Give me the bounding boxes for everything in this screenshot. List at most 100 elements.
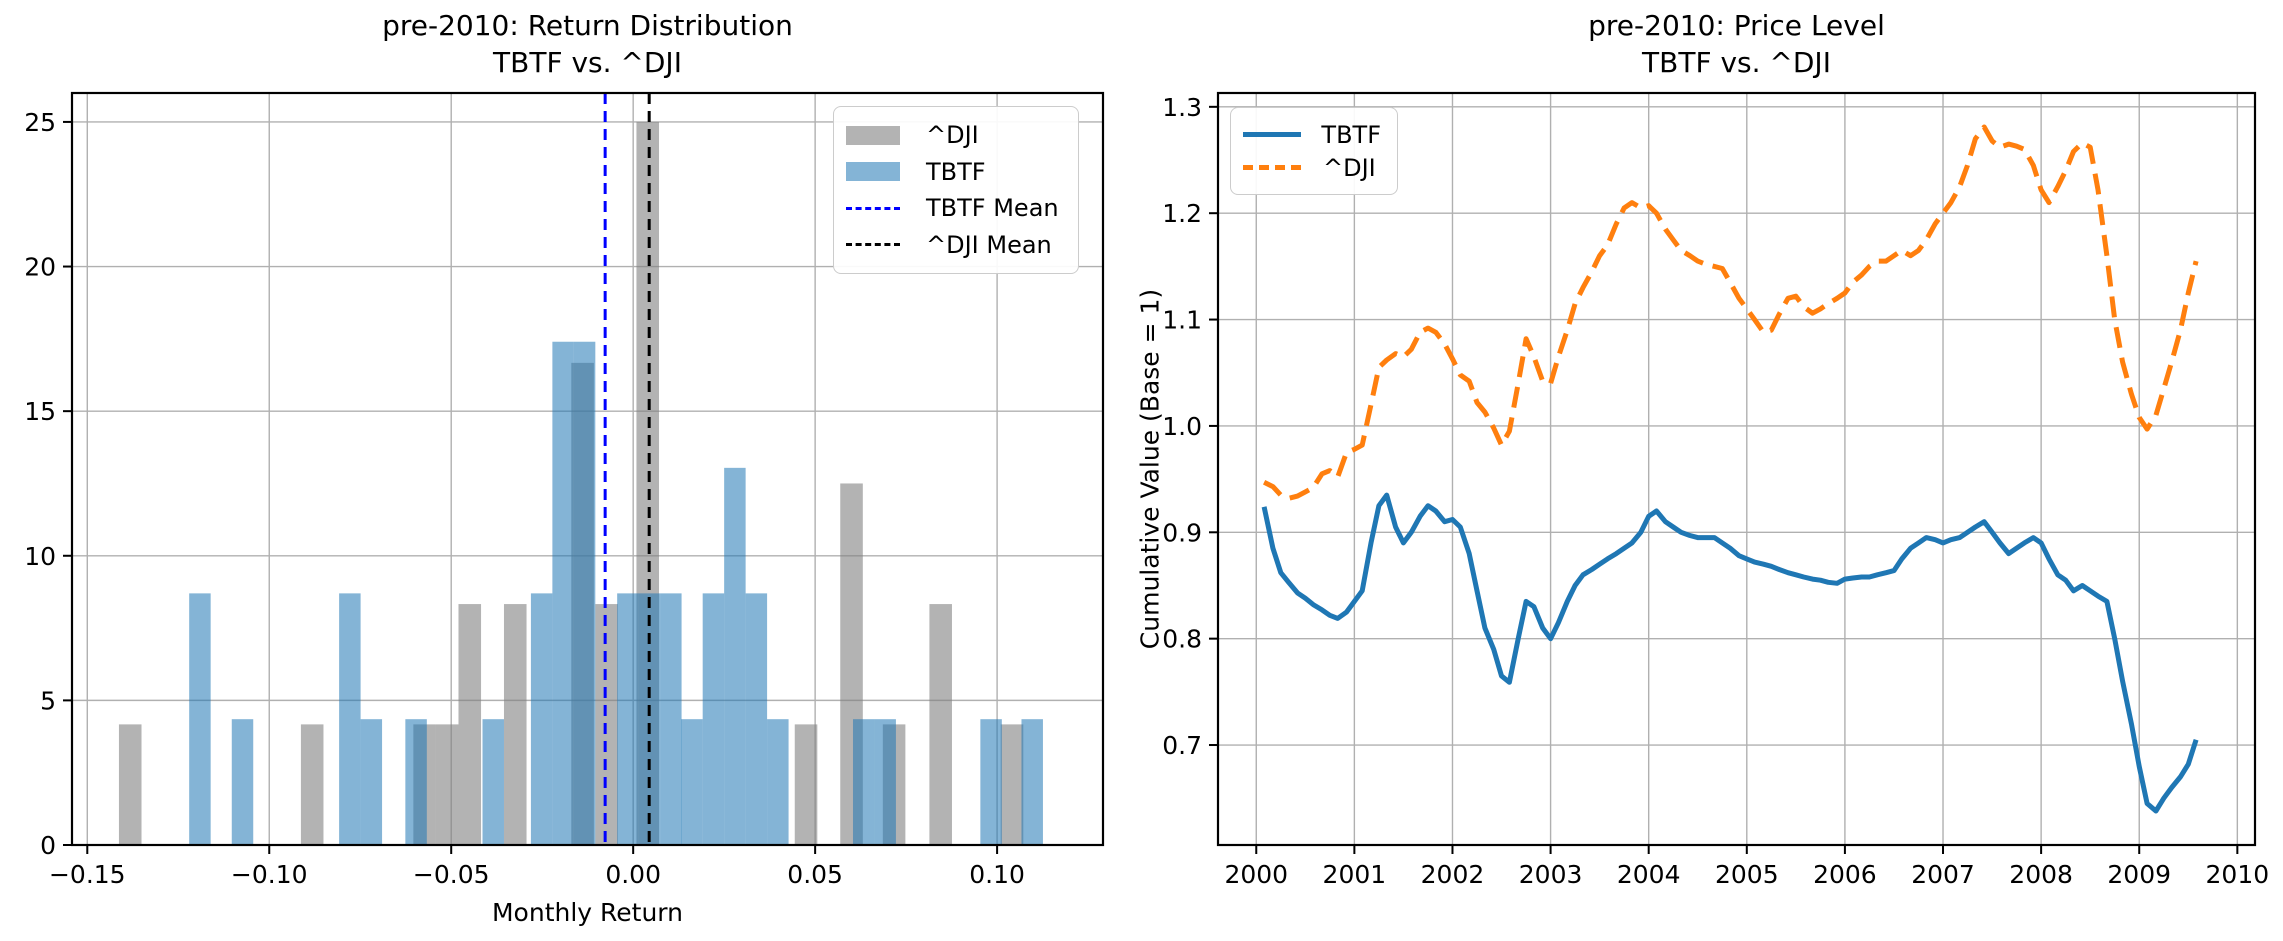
histogram-bar	[573, 341, 596, 845]
x-tick-label: 2000	[1224, 860, 1288, 889]
return-distribution-histogram: −0.15 −0.10 −0.05 0.00 0.05 0.10 0 5 10 15 20 25	[24, 91, 1105, 889]
x-tick-label: −0.15	[49, 860, 126, 889]
axes-spines	[1216, 91, 2257, 847]
legend-swatch-dash-icon	[846, 206, 900, 210]
legend-item: ^DJI Mean	[846, 231, 1062, 259]
y-tick-label: 0.8	[1162, 625, 1202, 654]
legend-item: ^DJI	[1243, 154, 1381, 182]
histogram-bar	[405, 719, 427, 845]
x-tick-label: 2006	[1813, 860, 1877, 889]
y-tick-label: 0.9	[1162, 518, 1202, 547]
histogram-bar	[980, 719, 1002, 845]
legend-swatch	[846, 125, 908, 145]
histogram-bar	[189, 593, 211, 845]
y-tick-label: 25	[24, 108, 56, 137]
histogram-bar	[617, 593, 639, 845]
left-chart-title-line1: pre-2010: Return Distribution	[382, 9, 793, 42]
legend-swatch	[846, 206, 908, 210]
legend-swatch-dash-icon	[846, 243, 900, 247]
histogram-bar	[638, 593, 661, 845]
legend-price: TBTF ^DJI	[1230, 107, 1398, 195]
legend-label: ^DJI	[926, 121, 979, 150]
histogram-bar	[929, 604, 952, 845]
right-yaxis-label: Cumulative Value (Base = 1)	[1135, 288, 1165, 650]
y-tick-label: 5	[40, 686, 56, 715]
legend-item: TBTF	[846, 158, 1062, 186]
legend-swatch-dashline-icon	[1243, 165, 1301, 170]
histogram-bar	[231, 719, 254, 845]
legend-label: TBTF	[926, 157, 986, 186]
histogram-bar	[702, 593, 725, 845]
legend-label: ^DJI Mean	[926, 230, 1052, 259]
histogram-bar	[360, 719, 383, 845]
legend-item: TBTF Mean	[846, 194, 1062, 222]
histogram-bar	[874, 719, 896, 845]
right-chart-title-line2: TBTF vs. ^DJI	[1642, 46, 1831, 79]
legend-label: TBTF Mean	[926, 194, 1059, 223]
histogram-series-tbtf	[189, 341, 1043, 845]
histogram-bar	[1000, 724, 1024, 845]
x-tick-label: 2003	[1519, 860, 1583, 889]
legend-item: ^DJI	[846, 121, 1062, 149]
x-tick-label: −0.05	[413, 860, 490, 889]
left-chart-title: pre-2010: Return Distribution TBTF vs. ^…	[72, 7, 1103, 81]
x-tick-label: 2009	[2107, 860, 2171, 889]
x-tick-label: 0.00	[605, 860, 661, 889]
y-tick-label: 1.3	[1162, 93, 1202, 122]
x-tick-label: −0.10	[231, 860, 308, 889]
y-tick-label: 10	[24, 542, 56, 571]
legend-histogram: ^DJI TBTF TBTF Mean ^DJI Mean	[833, 106, 1079, 274]
legend-swatch-line-icon	[1243, 132, 1301, 137]
y-tick-label: 15	[24, 397, 56, 426]
line-series-tbtf	[1261, 492, 2199, 814]
axes-spines	[70, 91, 1105, 847]
histogram-bar	[552, 341, 574, 845]
legend-label: ^DJI	[1323, 153, 1376, 182]
y-tick-label: 0.7	[1162, 731, 1202, 760]
histogram-bar	[852, 719, 875, 845]
y-tick-label: 1.0	[1162, 412, 1202, 441]
histogram-bar	[1021, 719, 1043, 845]
legend-swatch	[1243, 165, 1305, 170]
histogram-bar	[530, 593, 553, 845]
x-tick-label: 2002	[1421, 860, 1485, 889]
legend-swatch-patch-icon	[846, 125, 900, 145]
x-tick-label: 2005	[1715, 860, 1779, 889]
histogram-bar	[300, 724, 324, 845]
legend-item: TBTF	[1243, 121, 1381, 149]
x-tick-label: 2004	[1617, 860, 1681, 889]
legend-label: TBTF	[1321, 120, 1381, 149]
legend-swatch	[846, 243, 908, 247]
x-tick-label: 2007	[1911, 860, 1975, 889]
histogram-bar	[794, 724, 818, 845]
histogram-bar	[767, 719, 789, 845]
x-tick-label: 2001	[1323, 860, 1387, 889]
x-tick-label: 0.10	[969, 860, 1025, 889]
y-tick-label: 0	[40, 831, 56, 860]
histogram-bar	[724, 467, 746, 845]
histogram-bar	[118, 724, 142, 845]
histogram-bar	[745, 593, 768, 845]
x-tick-label: 2008	[2009, 860, 2073, 889]
price-level-lines: 2000 2001 2002 2003 2004 2005 2006 2007 2008 2009…	[1162, 91, 2270, 889]
legend-swatch	[846, 162, 908, 182]
right-chart-title: pre-2010: Price Level TBTF vs. ^DJI	[1218, 7, 2255, 81]
y-tick-label: 1.1	[1162, 306, 1202, 335]
histogram-bar	[482, 719, 504, 845]
x-tick-label: 0.05	[787, 860, 843, 889]
y-tick-label: 20	[24, 253, 56, 282]
histogram-bar	[458, 604, 482, 845]
legend-swatch	[1243, 132, 1303, 137]
histogram-bar	[435, 724, 459, 845]
histogram-bar	[339, 593, 361, 845]
right-chart-title-line1: pre-2010: Price Level	[1588, 9, 1885, 42]
histogram-bar	[503, 604, 527, 845]
legend-swatch-patch-icon	[846, 162, 900, 182]
line-series-dji	[1263, 124, 2199, 501]
histogram-bar	[660, 593, 682, 845]
y-tick-label: 1.2	[1162, 199, 1202, 228]
x-tick-label: 2010	[2206, 860, 2270, 889]
left-xaxis-label: Monthly Return	[491, 898, 683, 927]
